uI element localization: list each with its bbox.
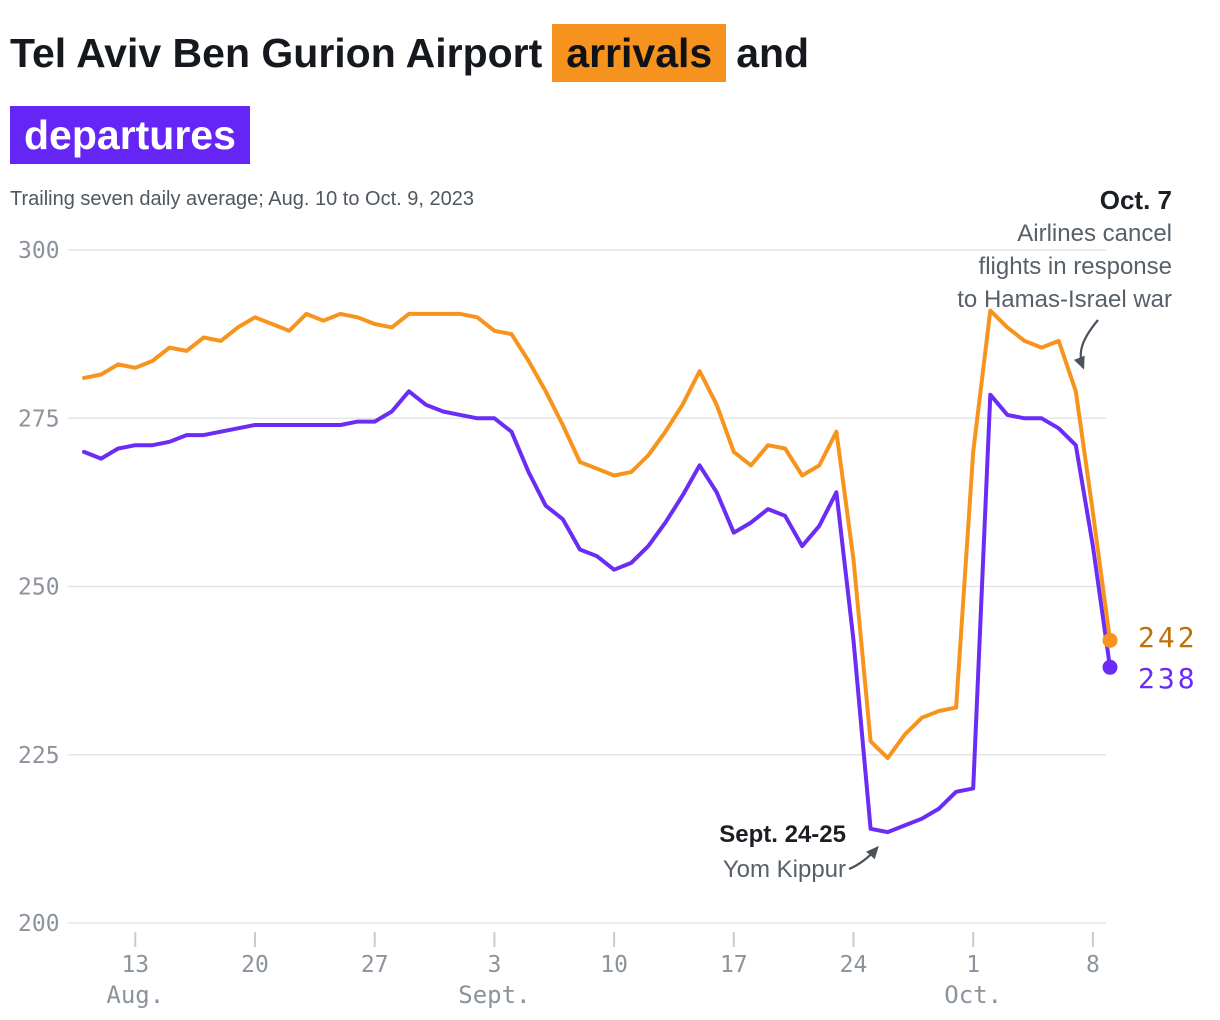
- yom-kippur-annotation-arrow-icon: [848, 845, 879, 871]
- x-tick-label: 8: [1086, 952, 1100, 978]
- title-conjunction: and: [736, 30, 810, 76]
- x-tick-label: 3: [487, 952, 501, 978]
- oct7-annotation-line: to Hamas-Israel war: [957, 286, 1172, 313]
- y-tick-label: 275: [18, 406, 60, 432]
- y-tick-label: 225: [18, 743, 60, 769]
- x-axis-labels: 13 20 27 3 10 17 24 1 8: [121, 952, 1099, 978]
- oct7-annotation-arrow-icon: [1073, 319, 1099, 370]
- arrivals-end-value-label: 242: [1138, 621, 1198, 654]
- month-label: Aug.: [106, 981, 164, 1009]
- y-tick-label: 250: [18, 575, 60, 601]
- yom-kippur-annotation-date: Sept. 24-25: [719, 821, 846, 848]
- series-lines: [82, 308, 1118, 835]
- arrivals-end-dot: [1102, 632, 1118, 648]
- x-tick-label: 1: [966, 952, 980, 978]
- x-tick-label: 24: [840, 952, 868, 978]
- departures-end-dot: [1102, 659, 1118, 675]
- x-tick-label: 17: [720, 952, 748, 978]
- month-label: Oct.: [944, 981, 1002, 1009]
- oct7-annotation-line: flights in response: [978, 253, 1172, 280]
- title-highlight-arrivals: arrivals: [552, 24, 727, 82]
- x-tick-label: 27: [361, 952, 389, 978]
- gridlines: [68, 249, 1106, 924]
- departures-end-value-label: 238: [1138, 662, 1198, 695]
- y-tick-label: 200: [18, 911, 60, 937]
- oct7-annotation-date: Oct. 7: [1099, 185, 1172, 215]
- y-axis-labels: 300 275 250 225 200: [18, 238, 60, 937]
- departures-line: [82, 389, 1112, 835]
- yom-kippur-annotation-label: Yom Kippur: [722, 856, 846, 883]
- title-prefix: Tel Aviv Ben Gurion Airport: [10, 30, 543, 76]
- y-tick-label: 300: [18, 238, 60, 264]
- x-tick-label: 13: [121, 952, 149, 978]
- month-label: Sept.: [458, 981, 530, 1009]
- title-highlight-departures: departures: [10, 106, 250, 164]
- x-tick-label: 10: [600, 952, 628, 978]
- arrivals-line: [82, 308, 1112, 761]
- oct7-annotation: Oct. 7 Airlines cancel flights in respon…: [957, 183, 1172, 316]
- oct7-annotation-line: Airlines cancel: [1017, 220, 1172, 247]
- month-labels: Aug. Sept. Oct.: [106, 981, 1002, 1009]
- chart-subtitle: Trailing seven daily average; Aug. 10 to…: [10, 188, 474, 210]
- yom-kippur-annotation: Sept. 24-25 Yom Kippur: [719, 817, 846, 887]
- x-tick-label: 20: [241, 952, 269, 978]
- page-title: Tel Aviv Ben Gurion Airport arrivals and d…: [10, 12, 809, 176]
- x-axis-ticks: [134, 932, 1094, 947]
